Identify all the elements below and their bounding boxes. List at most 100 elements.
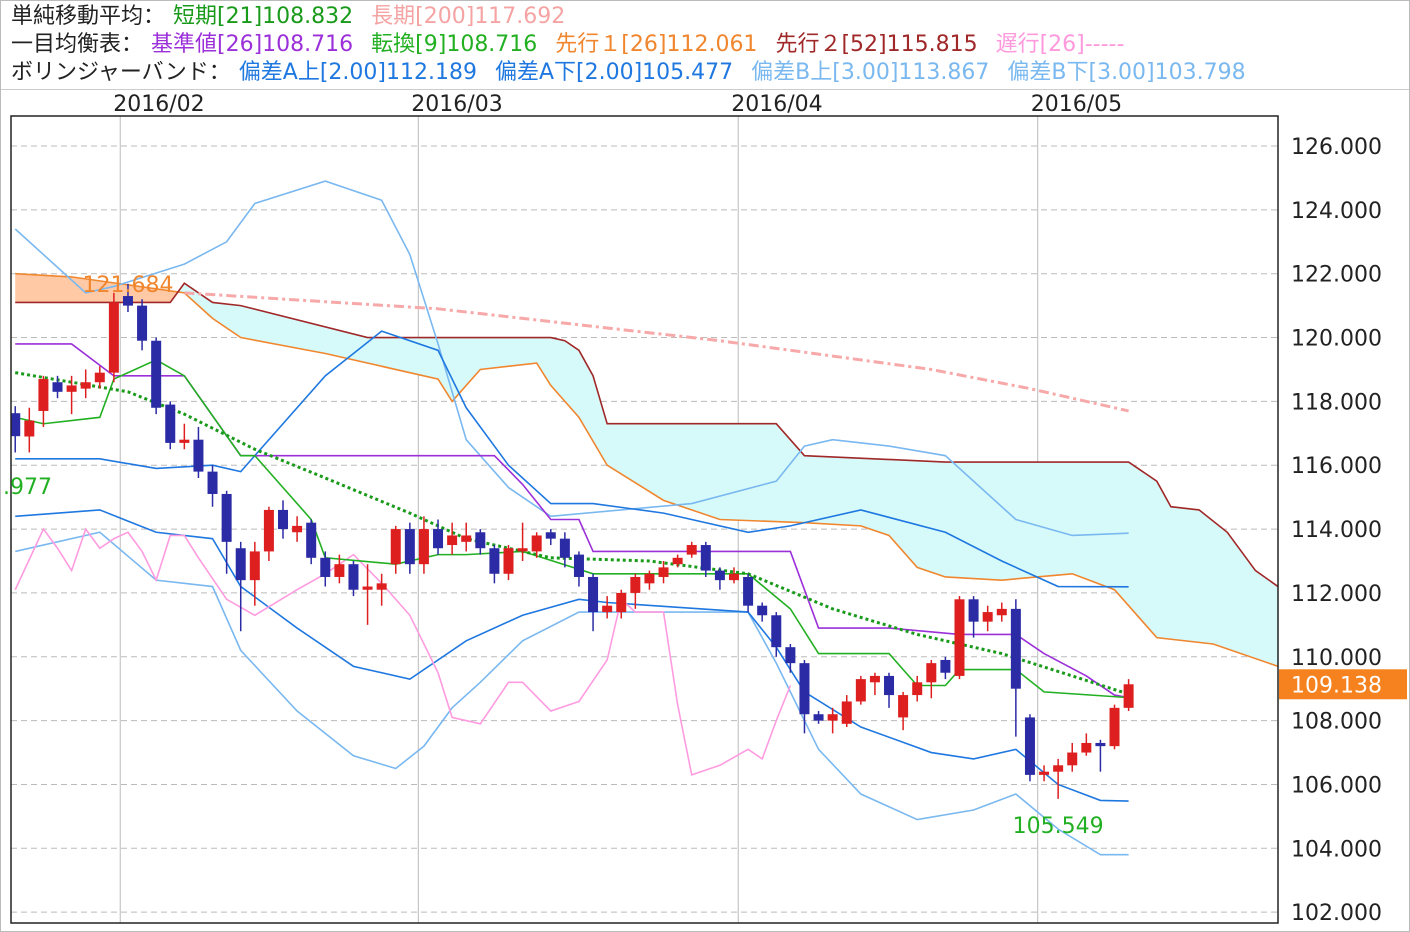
candle-body [165,404,176,443]
candle-body [461,535,472,542]
candle-body [1109,707,1120,747]
candle-body [813,714,824,721]
clipped-label: .977 [3,475,52,500]
candle-body [320,557,331,577]
candle-body [80,382,91,389]
candle-body [757,605,768,616]
plot: 121.684 105.549 [11,180,1278,856]
candle-body [855,679,866,702]
last-price-label: 109.138 [1291,673,1382,698]
candle-body [714,570,725,581]
candle-body [602,605,613,613]
x-tick-label: 2016/02 [113,92,204,117]
candle-body [898,695,909,718]
candle-body [193,439,204,472]
candle-body [926,663,937,683]
indicator-value: 先行１[26]112.061 [555,32,758,57]
indicator-value: 偏差A上[2.00]112.189 [238,60,477,85]
candle-body [278,509,289,530]
candle-body [1123,684,1134,708]
y-tick-label: 120.000 [1291,327,1382,352]
y-tick-label: 108.000 [1291,710,1382,735]
candle-body [940,659,951,673]
y-tick-label: 124.000 [1291,199,1382,224]
candle-body [433,529,444,549]
candle-body [884,675,895,696]
candle-body [1039,771,1050,775]
candle-body [122,296,133,306]
candle-body [1010,608,1021,689]
candle-body [827,714,838,721]
candle-body [545,532,556,539]
indicator-header: 単純移動平均： 短期[21]108.832 長期[200]117.692 一目均衡表：… [11,3,1264,87]
candle-body [376,583,387,590]
x-tick-label: 2016/05 [1031,92,1122,117]
header-line: 一目均衡表： 基準値[26]108.716 転換[9]108.716 先行１[26]1… [11,31,1264,59]
indicator-value: 転換[9]108.716 [371,32,538,57]
y-tick-label: 106.000 [1291,773,1382,798]
candle-body [912,682,923,696]
candle-body [771,615,782,648]
candle-body [644,573,655,584]
candle-body [517,548,528,552]
y-tick-label: 118.000 [1291,390,1382,415]
candle-body [137,305,148,341]
candle-body [334,564,345,577]
x-tick-label: 2016/04 [731,92,822,117]
plot-border [10,115,1279,924]
header-line: 単純移動平均： 短期[21]108.832 長期[200]117.692 [11,3,1264,31]
candle-body [207,471,218,494]
indicator-line [184,291,1129,413]
indicator-value: 先行２[52]115.815 [775,32,978,57]
axes: 102.000 104.000 106.000 108.000 110.000 112.0… [113,92,1407,926]
candle-body [503,548,514,574]
last-price-box [1279,669,1407,700]
candle-body [66,385,77,392]
candle-body [447,535,458,546]
candle-body [743,576,754,606]
cloud [178,283,1278,667]
header-title: 一目均衡表： [11,32,144,57]
y-tick-label: 102.000 [1291,901,1382,926]
x-tick-label: 2016/03 [411,92,502,117]
candle-body [785,647,796,664]
y-tick-label: 126.000 [1291,135,1382,160]
indicator-value: 偏差B下[3.00]103.798 [1007,60,1246,85]
candle-body [221,493,232,542]
indicator-value: 遅行[26]----- [995,32,1125,57]
indicator-value: 長期[200]117.692 [371,4,566,29]
indicator-line [15,330,1129,588]
candle-body [249,551,260,581]
indicator-value: 基準値[26]108.716 [151,32,354,57]
candle-body [475,532,486,549]
y-tick-label: 110.000 [1291,646,1382,671]
candle-body [1095,742,1106,747]
candle-body [573,554,584,577]
candle-body [728,573,739,581]
y-tick-label: 104.000 [1291,837,1382,862]
candle-body [418,529,429,565]
separator [1,89,1409,90]
indicator-line [14,527,792,776]
candle-body [1081,742,1092,753]
candle-body [38,379,49,411]
cloud [15,273,179,303]
indicator-value: 偏差A下[2.00]105.477 [494,60,734,85]
extreme-label: 105.549 [1013,814,1104,839]
header-title: ボリンジャーバンド： [11,60,231,85]
candle-body [94,372,105,383]
candle-body [531,535,542,552]
indicator-line [15,282,1278,588]
candle-body [799,663,810,715]
candle-body [11,413,21,437]
extreme-label: 121.684 [82,273,173,298]
candle-body [841,701,852,724]
candle-body [954,599,965,676]
candle-body [658,567,669,577]
candle-body [52,382,63,392]
candle-body [108,302,119,373]
candle-body [235,548,246,581]
candle-body [263,509,274,552]
candle-body [292,525,303,533]
